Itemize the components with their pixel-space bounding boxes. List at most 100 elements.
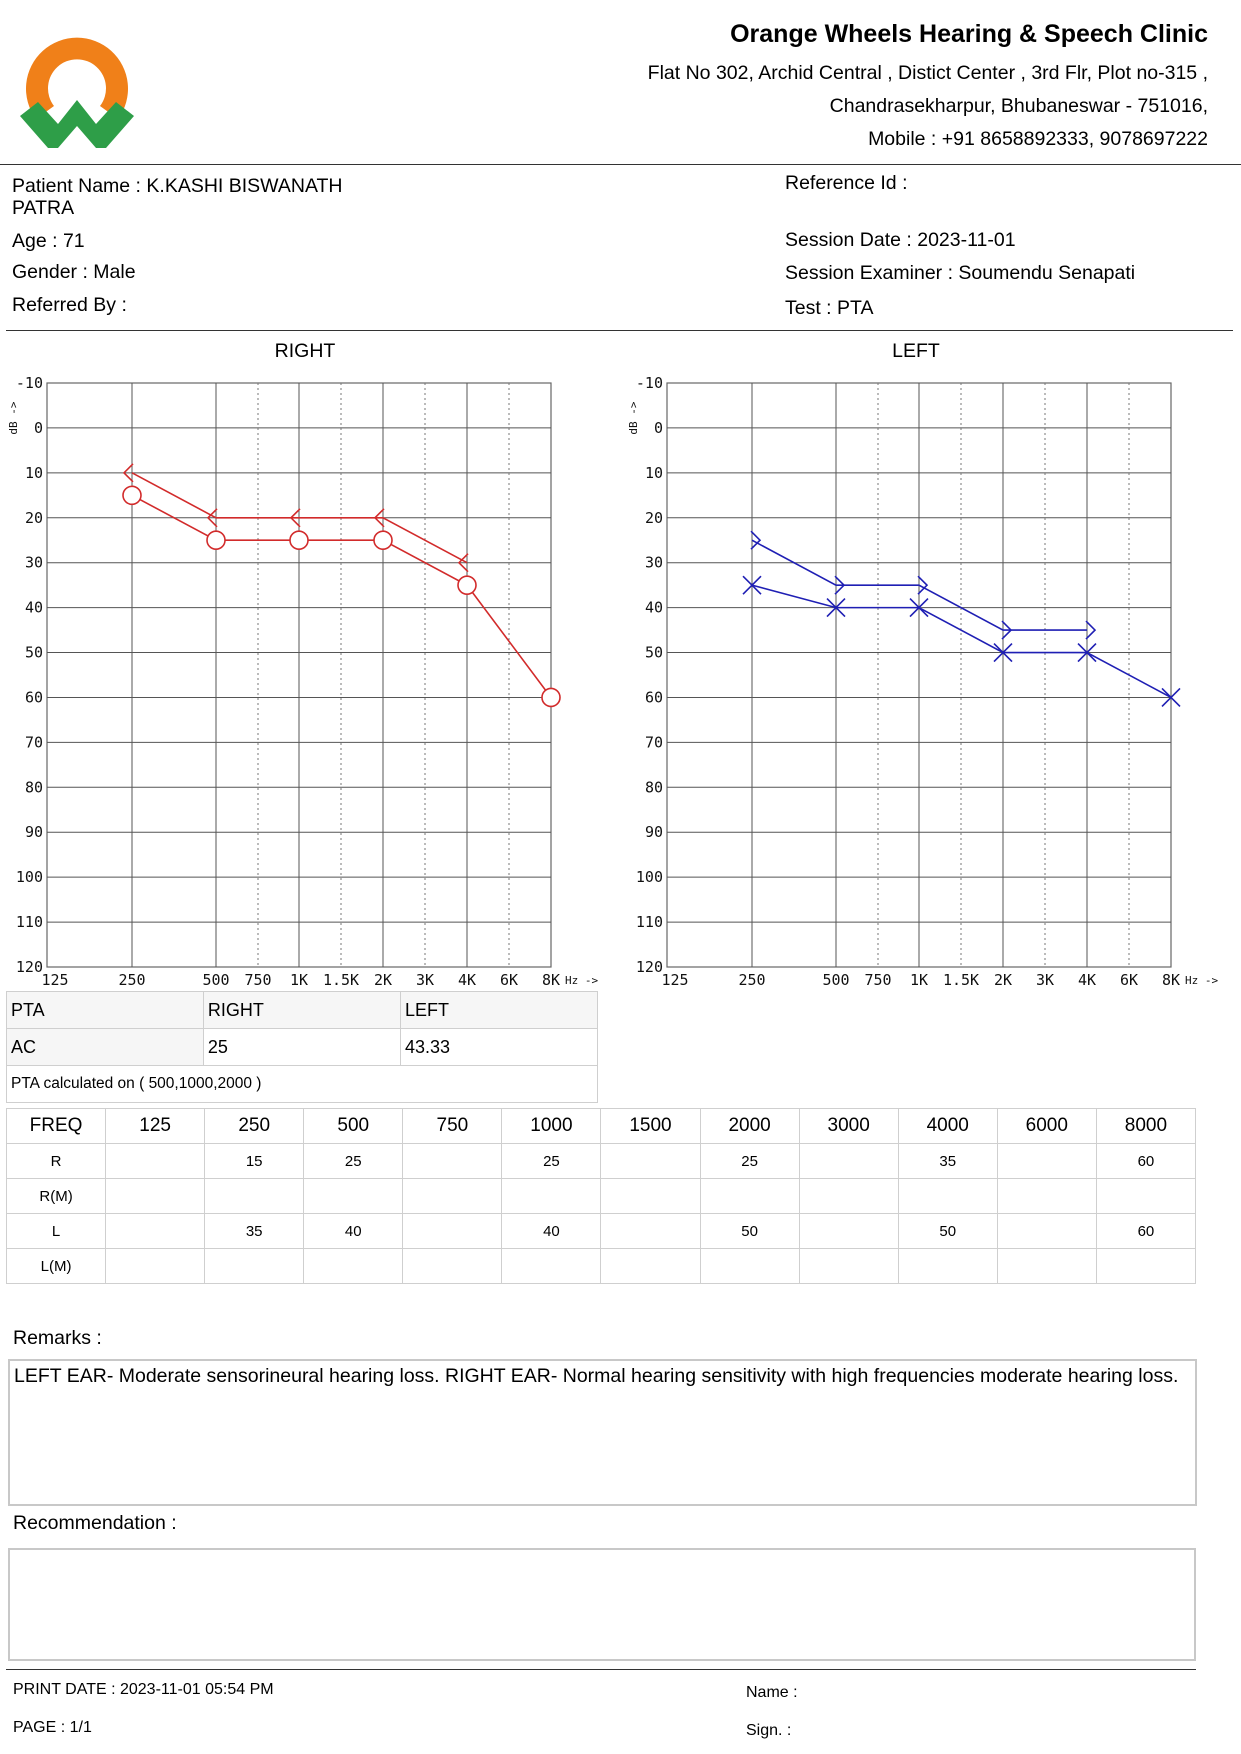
y-tick-label: 20 — [25, 509, 43, 527]
pta-ac-left: 43.33 — [399, 1028, 599, 1066]
y-axis-label: dB -> — [7, 401, 20, 434]
x-tick-label: 3K — [1036, 971, 1054, 989]
pta-header-cell: LEFT — [399, 991, 599, 1029]
logo-ring — [26, 37, 129, 119]
x-tick-label: 750 — [864, 971, 891, 989]
x-tick-label: 1.5K — [323, 971, 359, 989]
freq-row-label: R — [5, 1143, 107, 1179]
y-tick-label: 120 — [636, 958, 663, 976]
marker-cross — [909, 598, 929, 618]
freq-cell — [996, 1213, 1097, 1249]
y-tick-label: 90 — [645, 823, 663, 841]
y-tick-label: 60 — [25, 688, 43, 706]
freq-cell: 250 — [204, 1108, 305, 1144]
freq-cell: 15 — [204, 1143, 305, 1179]
x-tick-label: 250 — [118, 971, 145, 989]
freq-cell — [699, 1248, 800, 1284]
recommendation-text — [10, 1550, 1194, 1556]
pta-note: PTA calculated on ( 500,1000,2000 ) — [6, 1065, 598, 1103]
freq-cell: 50 — [897, 1213, 998, 1249]
pta-header-cell: PTA — [6, 991, 204, 1029]
marker-cross — [742, 575, 762, 595]
clinic-logo — [20, 37, 134, 148]
marker-circle — [122, 485, 142, 506]
y-tick-label: -10 — [16, 374, 43, 392]
frequency-table: FREQ 125 250 500 750 1000 1500 2000 3000 4000 6000… — [5, 1108, 1197, 1284]
logo-w — [20, 100, 134, 148]
marker-bracket-right — [750, 530, 762, 550]
freq-cell — [105, 1213, 206, 1249]
y-tick-label: 70 — [25, 733, 43, 751]
freq-cell — [1095, 1178, 1197, 1214]
freq-cell — [798, 1178, 899, 1214]
freq-row-label: R(M) — [5, 1178, 107, 1214]
marker-bracket-right — [834, 575, 846, 595]
referred-by: Referred By : — [12, 294, 127, 316]
freq-cell — [501, 1178, 602, 1214]
freq-cell — [600, 1178, 701, 1214]
marker-circle — [206, 530, 226, 551]
freq-cell: 1500 — [600, 1108, 701, 1144]
marker-cross — [1077, 642, 1097, 663]
freq-data-row: R(M) — [5, 1178, 1197, 1214]
remarks-label: Remarks : — [13, 1327, 102, 1349]
freq-cell: 500 — [303, 1108, 404, 1144]
marker-bracket-left — [122, 463, 134, 483]
y-tick-label: 90 — [25, 823, 43, 841]
series-line — [751, 539, 1087, 631]
marker-cross — [826, 598, 846, 618]
x-tick-label: 3K — [416, 971, 434, 989]
freq-cell: 35 — [897, 1143, 998, 1179]
y-tick-label: 10 — [25, 464, 43, 482]
y-tick-label: 10 — [645, 464, 663, 482]
freq-cell — [798, 1213, 899, 1249]
pta-ac-right: 25 — [202, 1028, 401, 1066]
y-tick-label: 80 — [25, 778, 43, 796]
x-tick-label: 500 — [822, 971, 849, 989]
freq-cell — [798, 1248, 899, 1284]
x-tick-label: 1K — [910, 971, 928, 989]
pta-table: PTA RIGHT LEFT AC 25 43.33 PTA calculate… — [6, 991, 599, 1103]
remarks-text: LEFT EAR- Moderate sensorineural hearing… — [14, 1365, 1179, 1387]
right-ear-title: RIGHT — [274, 340, 336, 362]
y-tick-label: 40 — [645, 599, 663, 617]
freq-cell — [402, 1248, 503, 1284]
page-number: PAGE : 1/1 — [13, 1719, 92, 1736]
y-tick-label: 110 — [636, 913, 663, 931]
freq-header-row: FREQ 125 250 500 750 1000 1500 2000 3000 4000 6000… — [5, 1108, 1197, 1144]
info-divider — [6, 330, 1233, 331]
recommendation-label: Recommendation : — [13, 1512, 177, 1534]
y-tick-label: 30 — [645, 554, 663, 572]
marker-bracket-right — [917, 575, 929, 595]
y-tick-label: 100 — [16, 868, 43, 886]
y-axis-label: dB -> — [627, 401, 640, 434]
freq-cell — [897, 1248, 998, 1284]
clinic-mobile: Mobile : +91 8658892333, 9078697222 — [868, 128, 1208, 150]
freq-cell — [798, 1143, 899, 1179]
marker-bracket-right — [1001, 620, 1013, 640]
x-axis-label: Hz -> — [1185, 974, 1218, 987]
freq-cell — [600, 1248, 701, 1284]
freq-cell — [303, 1178, 404, 1214]
pta-header-row: PTA RIGHT LEFT — [6, 991, 599, 1029]
marker-circle — [457, 575, 477, 595]
freq-cell — [600, 1143, 701, 1179]
freq-cell: 2000 — [699, 1108, 800, 1144]
marker-circle — [373, 530, 393, 551]
freq-cell — [996, 1178, 1097, 1214]
freq-row-label: L(M) — [5, 1248, 107, 1284]
x-tick-label: 2K — [994, 971, 1012, 989]
freq-cell: 40 — [501, 1213, 602, 1249]
y-tick-label: 80 — [645, 778, 663, 796]
left-ear-title: LEFT — [892, 340, 940, 362]
y-tick-label: -10 — [636, 374, 663, 392]
recommendation-box — [8, 1548, 1196, 1661]
freq-cell: 6000 — [996, 1108, 1097, 1144]
freq-cell: 4000 — [897, 1108, 998, 1144]
freq-cell: 25 — [303, 1143, 404, 1179]
test-type: Test : PTA — [785, 297, 874, 319]
freq-cell: 750 — [402, 1108, 503, 1144]
footer-divider — [6, 1669, 1196, 1670]
freq-cell: 60 — [1095, 1213, 1197, 1249]
freq-cell — [402, 1213, 503, 1249]
